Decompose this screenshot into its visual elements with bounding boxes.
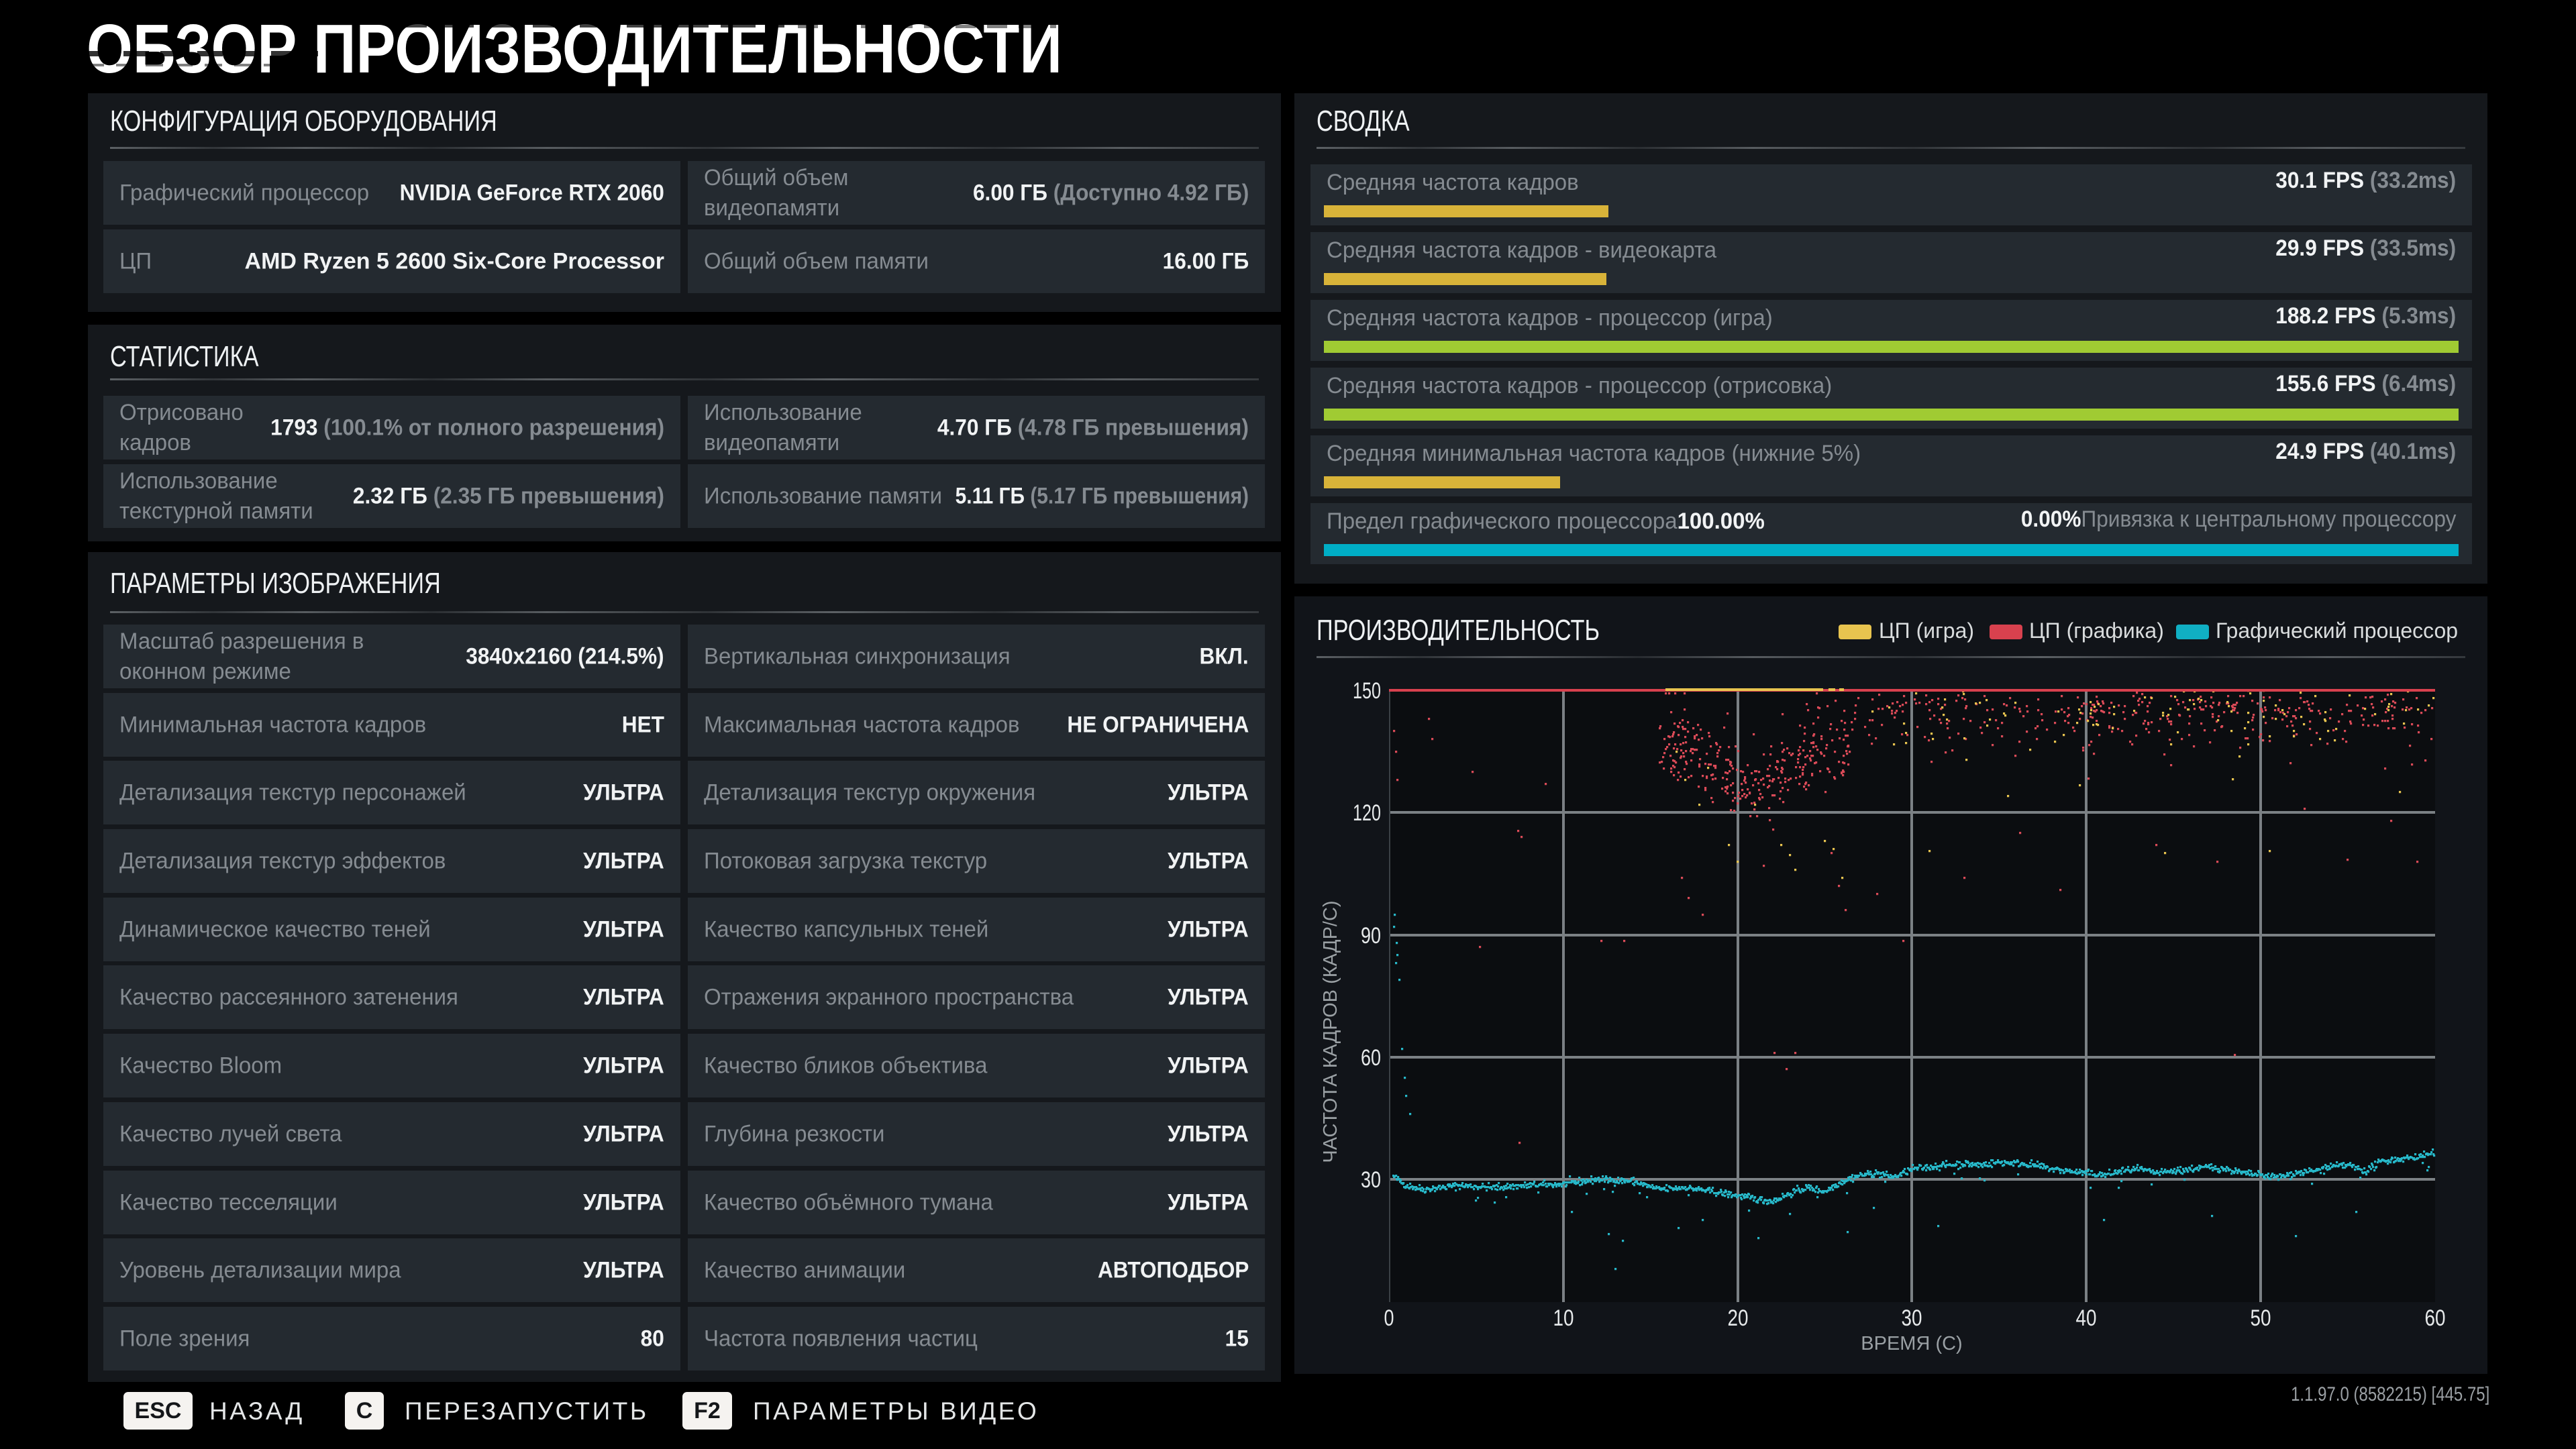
svg-text:90: 90 [1361, 923, 1381, 949]
svg-text:30: 30 [1902, 1305, 1922, 1331]
svg-text:ЧАСТОТА КАДРОВ (КАДР/С): ЧАСТОТА КАДРОВ (КАДР/С) [1320, 900, 1341, 1163]
svg-text:30: 30 [1361, 1167, 1381, 1193]
svg-text:60: 60 [2425, 1305, 2446, 1331]
svg-text:40: 40 [2076, 1305, 2097, 1331]
svg-text:20: 20 [1728, 1305, 1749, 1331]
svg-text:10: 10 [1553, 1305, 1574, 1331]
svg-text:0: 0 [1384, 1305, 1394, 1331]
svg-text:120: 120 [1353, 800, 1381, 826]
svg-text:60: 60 [1361, 1045, 1381, 1071]
svg-text:50: 50 [2251, 1305, 2271, 1331]
svg-text:ВРЕМЯ (С): ВРЕМЯ (С) [1861, 1333, 1962, 1354]
svg-text:150: 150 [1353, 678, 1381, 704]
